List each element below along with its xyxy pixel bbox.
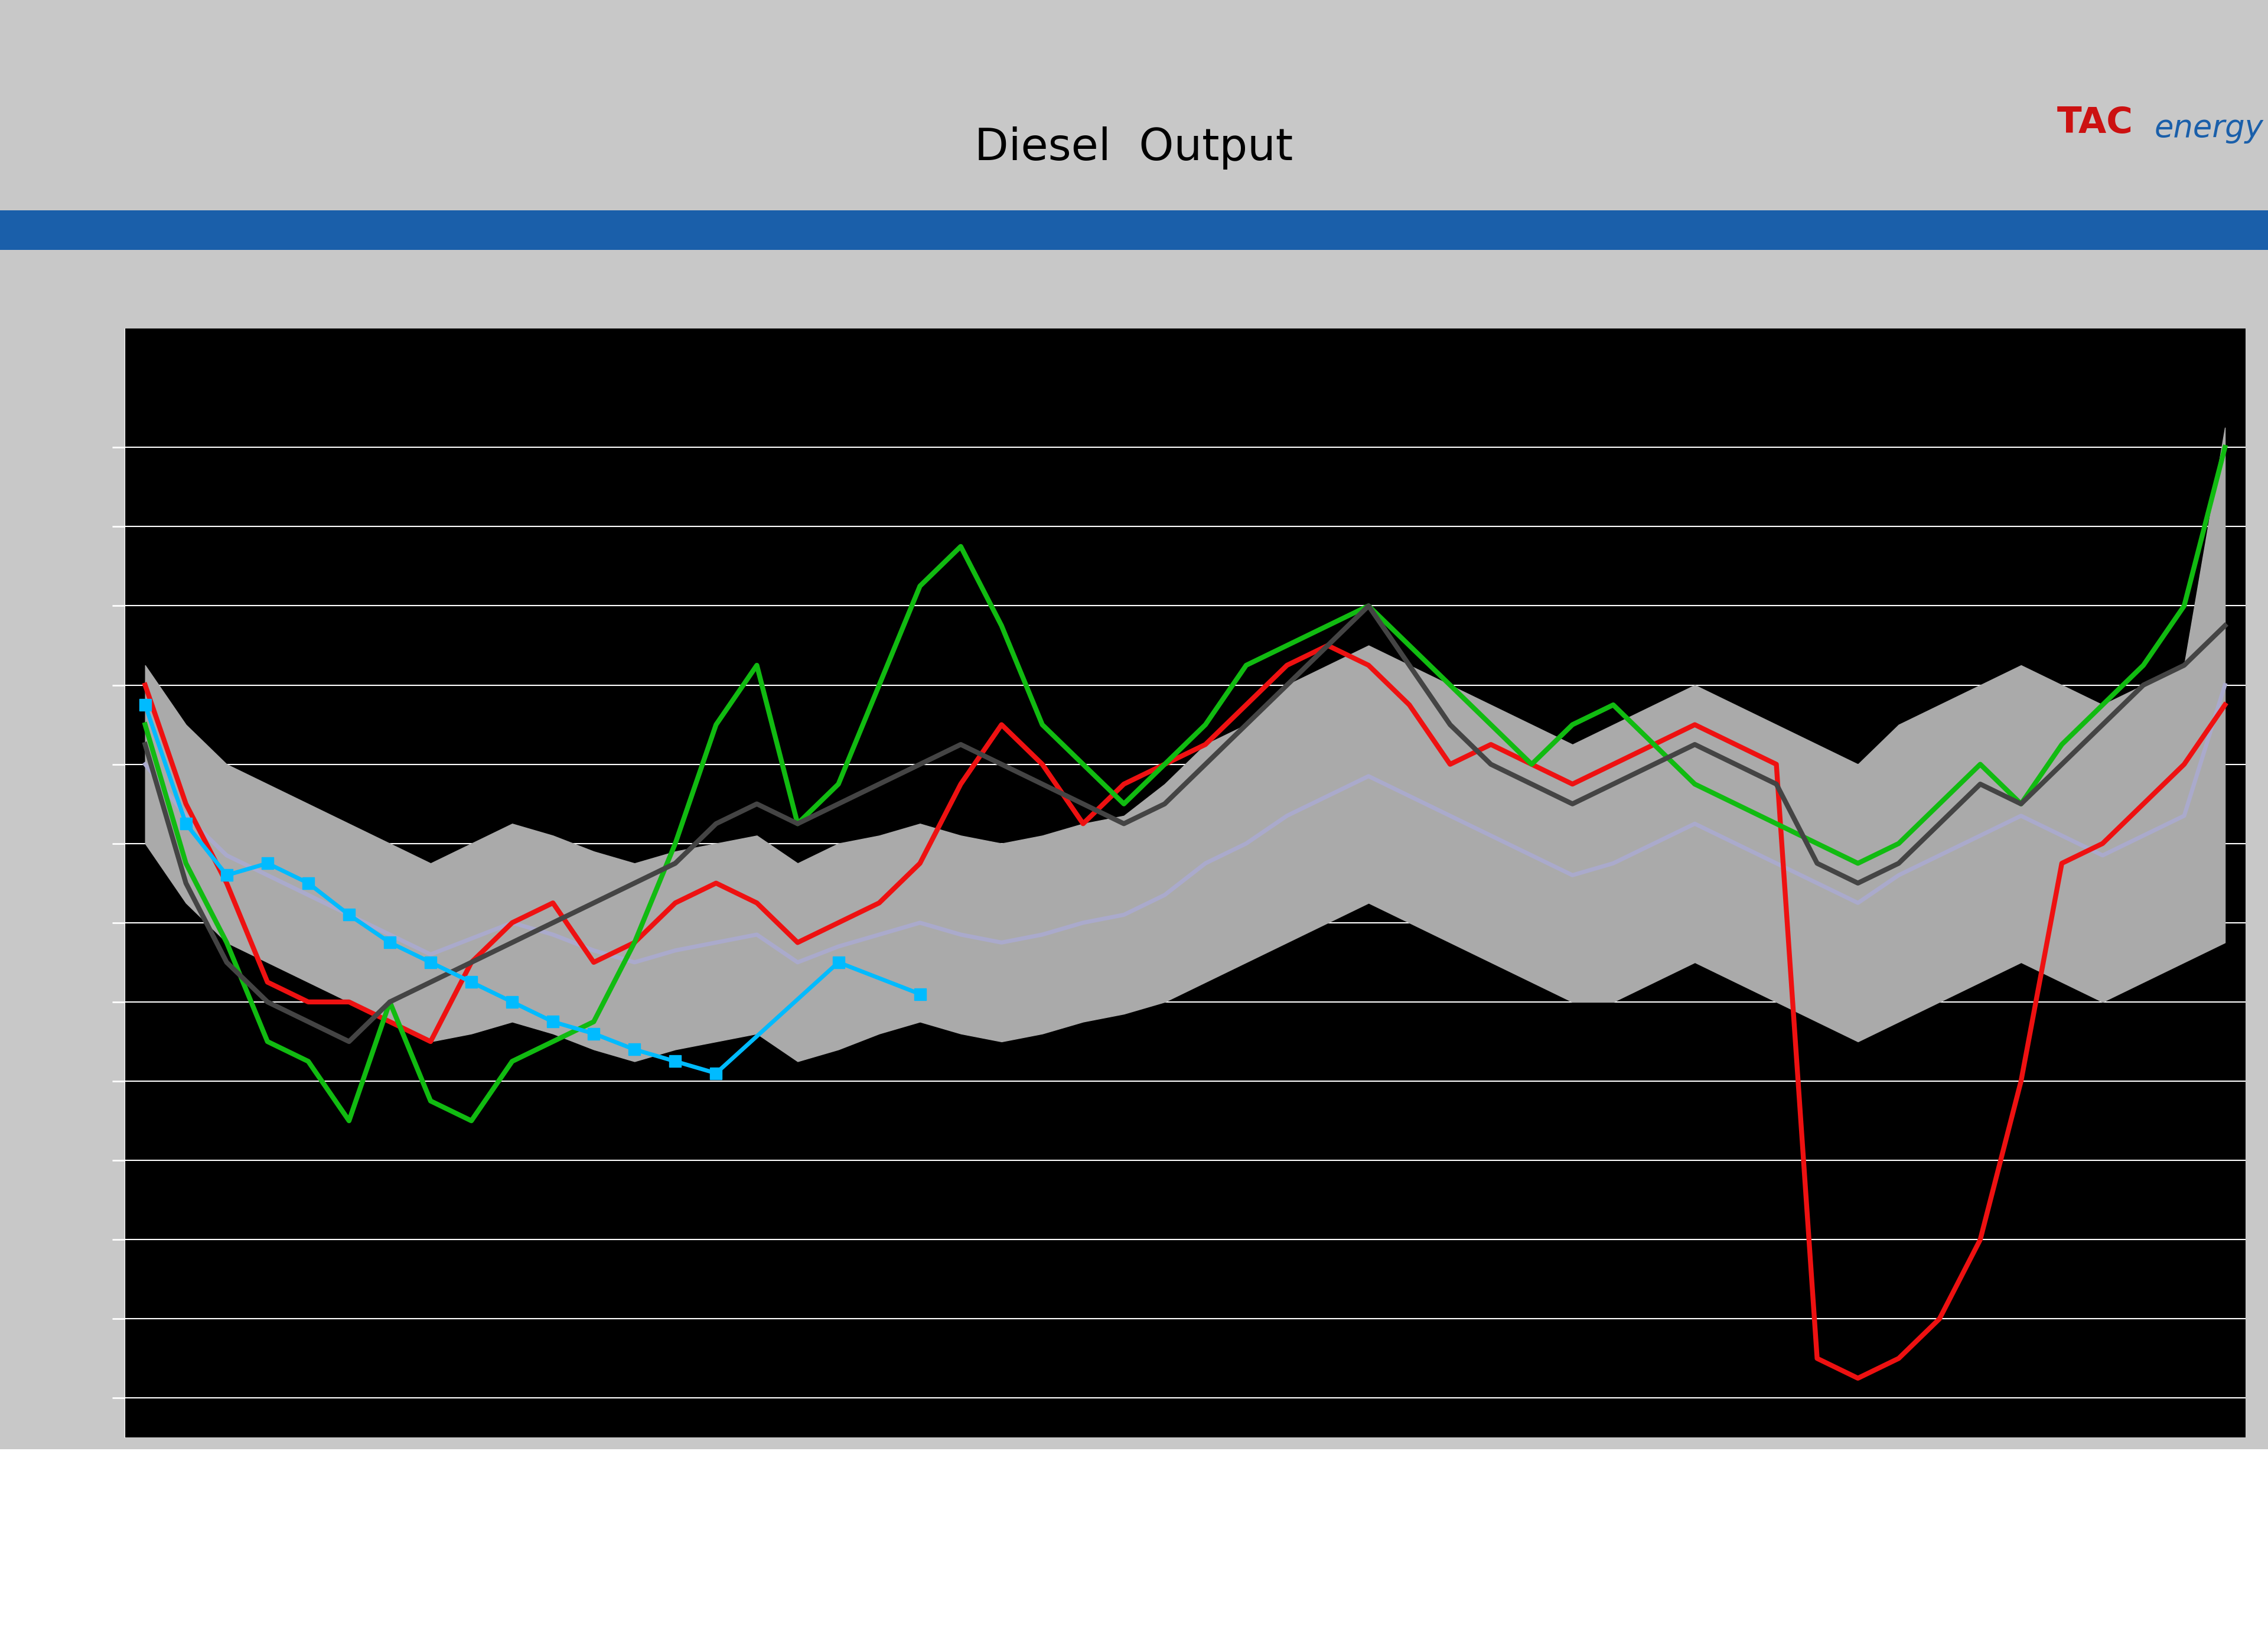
Legend: 5 Year Range, 5 Year Average, 2017, 2018, 2019, 2020: 5 Year Range, 5 Year Average, 2017, 2018… [386,1549,1984,1643]
Text: TAC: TAC [2057,105,2134,141]
Text: energy: energy [2155,113,2263,143]
Text: Diesel  Output: Diesel Output [975,127,1293,169]
